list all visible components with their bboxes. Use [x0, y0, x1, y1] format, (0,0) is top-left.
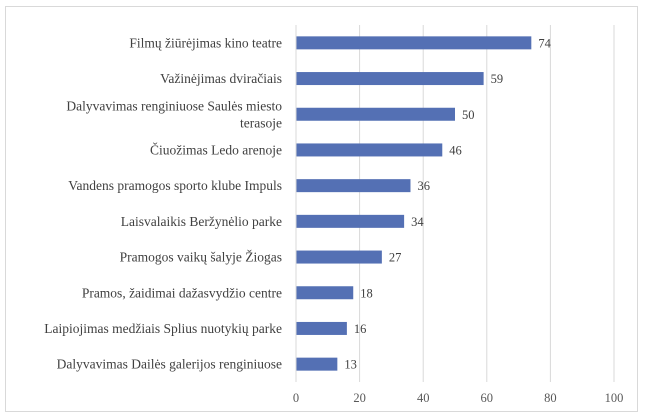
x-tick-label: 0 [293, 391, 299, 405]
category-label: Filmų žiūrėjimas kino teatre [129, 35, 282, 50]
category-label: Dalyvavimas Dailės galerijos renginiuose [57, 357, 282, 372]
bar [296, 286, 354, 300]
data-label: 59 [491, 72, 504, 86]
bar [296, 250, 382, 264]
category-label: Dalyvavimas renginiuose Saulės miesto [66, 98, 282, 113]
data-label: 27 [389, 251, 402, 265]
data-label: 50 [462, 108, 475, 122]
category-label: terasoje [240, 115, 282, 130]
data-label: 16 [354, 322, 367, 336]
data-label: 36 [417, 179, 430, 193]
x-tick-label: 80 [544, 391, 557, 405]
category-label: Pramogos vaikų šalyje Žiogas [120, 250, 282, 265]
bar [296, 72, 484, 86]
bar [296, 107, 455, 121]
data-label: 13 [344, 358, 357, 372]
category-label: Laipiojimas medžiais Splius nuotykių par… [44, 321, 282, 336]
x-tick-label: 60 [481, 391, 494, 405]
category-label: Čiuožimas Ledo arenoje [150, 142, 282, 157]
data-label: 18 [360, 286, 373, 300]
data-label: 34 [411, 215, 424, 229]
bar [296, 36, 532, 50]
data-label: 46 [449, 143, 462, 157]
bar [296, 321, 347, 335]
bar [296, 214, 405, 228]
x-tick-label: 100 [605, 391, 624, 405]
data-label: 74 [538, 36, 551, 50]
x-tick-label: 20 [353, 391, 366, 405]
category-label: Laisvalaikis Beržynėlio parke [121, 214, 282, 229]
x-tick-label: 40 [417, 391, 430, 405]
category-label: Važinėjimas dviračiais [160, 71, 282, 86]
bar [296, 179, 411, 193]
category-label: Vandens pramogos sporto klube Impuls [68, 178, 282, 193]
category-label: Pramos, žaidimai dažasvydžio centre [82, 285, 282, 300]
bar [296, 143, 443, 157]
bar [296, 357, 338, 371]
